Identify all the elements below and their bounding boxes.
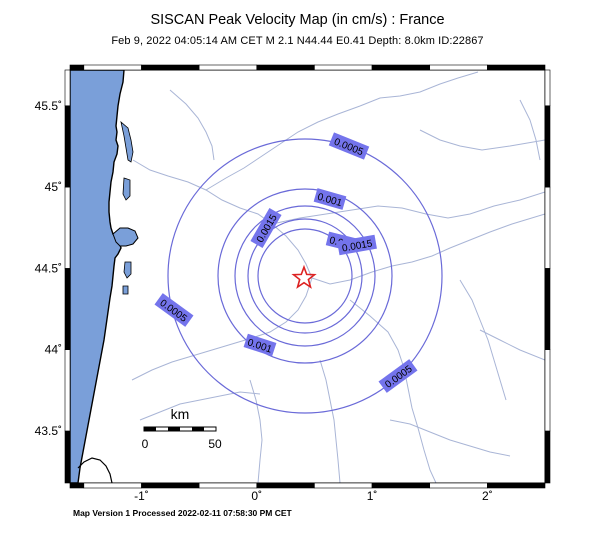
contour-0.001-inner [247, 218, 363, 334]
frame-band [69, 482, 85, 489]
coastal-lake [122, 177, 131, 201]
border-line [77, 457, 113, 483]
frame-band [198, 64, 258, 71]
lon-tick-label: 0˚ [251, 489, 262, 503]
processing-footer: Map Version 1 Processed 2022-02-11 07:58… [73, 508, 292, 518]
frame-band [64, 69, 71, 107]
lon-tick-label: 2˚ [482, 489, 493, 503]
frame-band [198, 482, 258, 489]
frame-band [141, 482, 200, 489]
frame-band [544, 105, 551, 188]
frame-band [83, 482, 142, 489]
contour-0.0015 [234, 205, 376, 347]
frame-band [371, 482, 431, 489]
contour-0.0005 [167, 138, 443, 414]
lat-tick-label: 44˚ [45, 343, 62, 357]
frame-band [544, 186, 551, 269]
land-area [70, 70, 545, 483]
contour-label-5: 0.0015 [337, 234, 377, 256]
frame-band [64, 186, 71, 269]
lat-tick-label: 44.5˚ [35, 261, 62, 275]
frame-band [371, 64, 431, 71]
frame-band [64, 349, 71, 432]
frame-band [314, 64, 373, 71]
svg-text:50: 50 [208, 437, 222, 451]
map-title: SISCAN Peak Velocity Map (in cm/s) : Fra… [150, 12, 445, 28]
star-icon [291, 264, 317, 289]
lat-tick-label: 43.5˚ [35, 424, 62, 438]
frame-band [256, 482, 315, 489]
contours [167, 138, 443, 414]
frame-band [64, 430, 71, 484]
frame-band [487, 482, 546, 489]
lat-tick-label: 45.5˚ [35, 99, 62, 113]
frame-band [429, 64, 488, 71]
gironde-estuary [120, 120, 134, 163]
frame-band [487, 64, 546, 71]
scale-bar: km 0 50 [142, 406, 222, 451]
svg-text:0: 0 [142, 437, 149, 451]
frame-band [544, 268, 551, 350]
lat-tick-label: 45˚ [45, 180, 62, 194]
tick-labels: 45.5˚ 45˚ 44.5˚ 44˚ 43.5˚ -1˚ 0˚ 1˚ 2˚ [35, 99, 493, 503]
event-info: Feb 9, 2022 04:05:14 AM CET M 2.1 N44.44… [111, 35, 484, 47]
svg-text:0.0015: 0.0015 [341, 238, 373, 254]
contour-0.001 [217, 188, 393, 364]
frame-band [429, 482, 488, 489]
frame-band [256, 64, 315, 71]
coastal-lake [122, 285, 129, 295]
lon-tick-label: -1˚ [134, 489, 149, 503]
frame-band [64, 105, 71, 188]
arcachon-basin [112, 227, 139, 247]
frame-band [69, 64, 85, 71]
frame-band [314, 482, 373, 489]
svg-text:km: km [171, 406, 190, 422]
frame-ticks [64, 64, 551, 489]
frame-band [544, 69, 551, 107]
frame-band [83, 64, 142, 71]
frame-band [544, 430, 551, 484]
frame-band [141, 64, 200, 71]
lon-tick-label: 1˚ [367, 489, 378, 503]
contour-0.0015-inner [257, 228, 353, 324]
frame-band [64, 268, 71, 350]
frame-band [544, 349, 551, 432]
rivers [131, 71, 545, 483]
coastal-lake [123, 261, 132, 279]
